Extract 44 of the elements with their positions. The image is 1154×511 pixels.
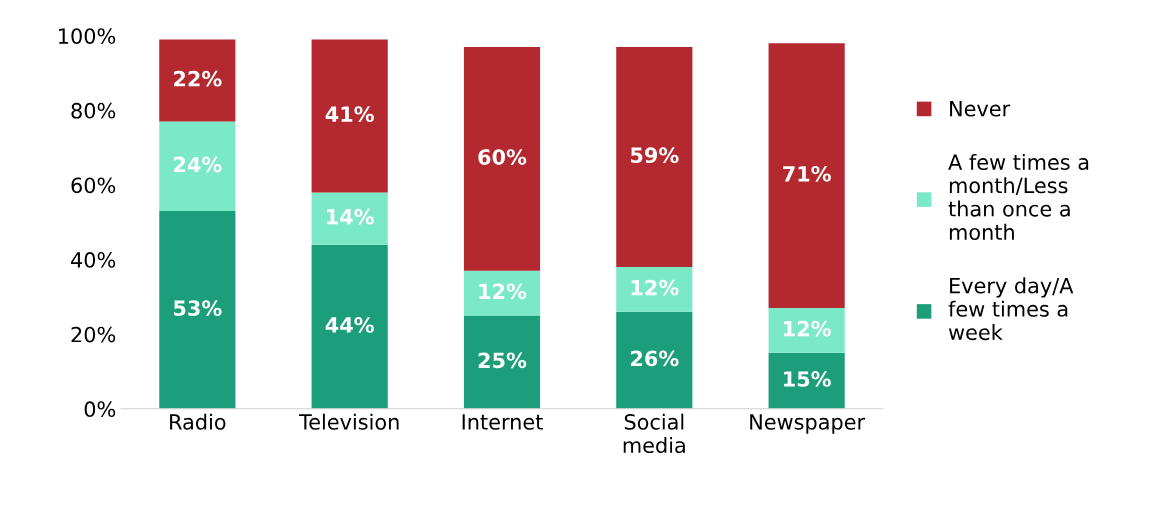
data-label: 71% [783,165,831,182]
bar [768,308,845,353]
data-label: 26% [631,350,679,367]
bar [311,244,388,409]
bar [463,46,541,271]
x-tick-label: Television [298,413,399,430]
y-tick-label: 80% [71,102,116,119]
legend-label: A few times a month/Less than once a month [948,153,1089,240]
legend-label: Never [950,101,1011,117]
data-label: 60% [478,149,527,165]
x-tick-label: Newspaper [750,414,866,434]
bar [159,121,236,212]
x-tick-label: Internet [462,414,543,430]
data-label: 12% [784,320,831,337]
data-label: 12% [631,279,679,296]
data-label: 15% [784,371,831,387]
y-tick-label: 0% [84,401,116,418]
x-tick-label: Radio [170,413,226,430]
bar [159,211,236,409]
data-label: 25% [478,352,527,369]
y-tick-label: 20% [71,326,116,343]
data-label: 24% [174,156,222,173]
data-label: 44% [325,317,374,333]
data-label: 41% [325,106,374,123]
data-label: 22% [174,70,222,87]
legend-label: Every day/A few times a week [948,277,1074,341]
x-tick-label: Social media [623,413,685,454]
data-label: 14% [327,208,374,225]
y-tick-label: 60% [71,177,116,194]
bar [616,311,693,409]
bar [616,267,693,312]
bar [159,39,236,122]
data-label: 59% [630,147,679,164]
bar [311,39,388,193]
bar [463,270,541,316]
data-label: 53% [174,300,222,316]
bar [463,315,541,409]
bar [768,352,845,409]
bar [768,43,845,309]
y-tick-label: 100% [59,28,116,44]
y-tick-label: 40% [71,252,116,268]
bar [311,192,388,245]
bar [616,46,693,268]
data-label: 12% [479,283,527,300]
